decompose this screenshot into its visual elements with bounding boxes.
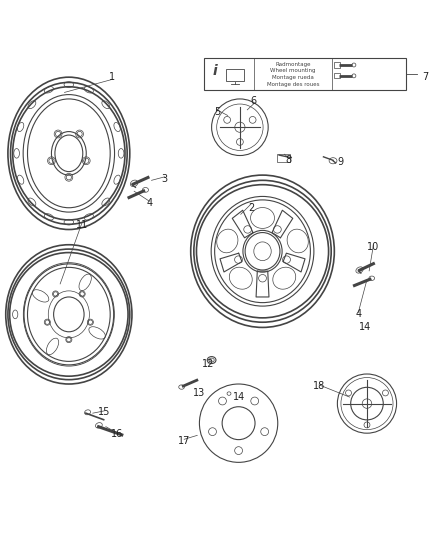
- Text: 12: 12: [202, 359, 214, 369]
- Text: Wheel mounting: Wheel mounting: [270, 68, 316, 74]
- Text: 8: 8: [286, 155, 292, 165]
- Text: 4: 4: [146, 198, 152, 208]
- Text: Radmontage: Radmontage: [275, 62, 311, 67]
- Text: 11: 11: [76, 220, 88, 230]
- Text: i: i: [212, 64, 217, 78]
- Text: 6: 6: [251, 96, 257, 106]
- Text: 17: 17: [178, 435, 191, 446]
- Text: 1: 1: [110, 72, 116, 82]
- Text: 4: 4: [355, 309, 361, 319]
- Text: Montage des roues: Montage des roues: [267, 82, 319, 86]
- Text: Montage rueda: Montage rueda: [272, 75, 314, 80]
- Text: 18: 18: [313, 381, 325, 391]
- Text: 3: 3: [162, 174, 168, 184]
- Text: 2: 2: [248, 203, 255, 213]
- Text: 14: 14: [359, 322, 371, 333]
- Text: 15: 15: [98, 407, 110, 417]
- Text: 7: 7: [423, 72, 429, 82]
- Text: 5: 5: [214, 107, 220, 117]
- Text: 13: 13: [193, 387, 205, 398]
- Text: 14: 14: [233, 392, 245, 402]
- Text: 9: 9: [338, 157, 344, 167]
- Text: 16: 16: [111, 429, 123, 439]
- Text: 10: 10: [367, 242, 380, 252]
